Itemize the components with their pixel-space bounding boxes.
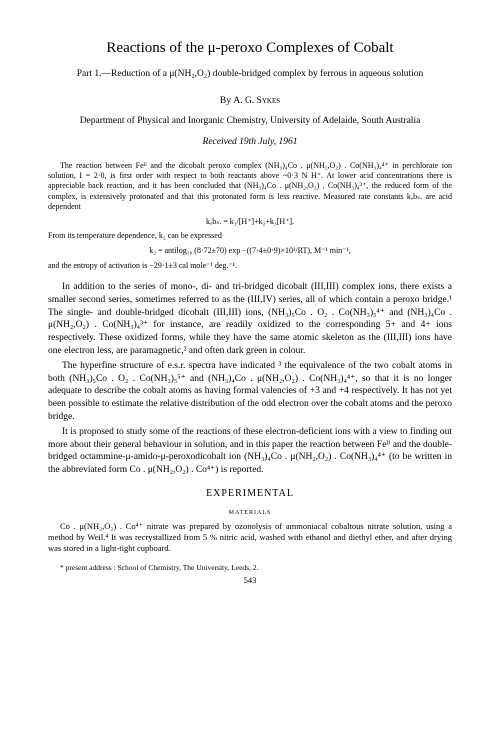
author-name: A. G. Sykes bbox=[233, 96, 280, 106]
body-paragraph-1: In addition to the series of mono-, di- … bbox=[48, 281, 452, 358]
body-paragraph-3: It is proposed to study some of the reac… bbox=[48, 426, 452, 477]
paper-subtitle: Part 1.—Reduction of a μ(NH₂,O₂) double-… bbox=[48, 68, 452, 80]
section-heading-experimental: EXPERIMENTAL bbox=[48, 487, 452, 501]
body-paragraph-2: The hyperfine structure of e.s.r. spectr… bbox=[48, 360, 452, 424]
received-date: Received 19th July, 1961 bbox=[48, 136, 452, 149]
abstract-paragraph-3: and the entropy of activation is −29·1±3… bbox=[48, 261, 452, 271]
author-by: By bbox=[220, 96, 231, 106]
paper-title: Reactions of the μ-peroxo Complexes of C… bbox=[48, 38, 452, 58]
affiliation: Department of Physical and Inorganic Che… bbox=[48, 115, 452, 127]
equation-1: kₒbₛ. = k₁/[H⁺]+k₂+k₃[H⁺]. bbox=[48, 217, 452, 228]
subsection-materials: materials bbox=[48, 507, 452, 518]
author-line: By A. G. Sykes bbox=[48, 95, 452, 108]
equation-2: k₂ = antilog₁₀ (8·72±70) exp −((7·4±0·9)… bbox=[48, 246, 452, 257]
materials-paragraph: Co . μ(NH₂,O₂) . Co⁴⁺ nitrate was prepar… bbox=[48, 521, 452, 554]
page-number: 543 bbox=[48, 575, 452, 586]
abstract-paragraph-1: The reaction between Feᴵᴵ and the dicoba… bbox=[48, 161, 452, 213]
abstract-paragraph-2: From its temperature dependence, k₂ can … bbox=[48, 231, 452, 241]
footnote: * present address : School of Chemistry,… bbox=[48, 563, 452, 573]
